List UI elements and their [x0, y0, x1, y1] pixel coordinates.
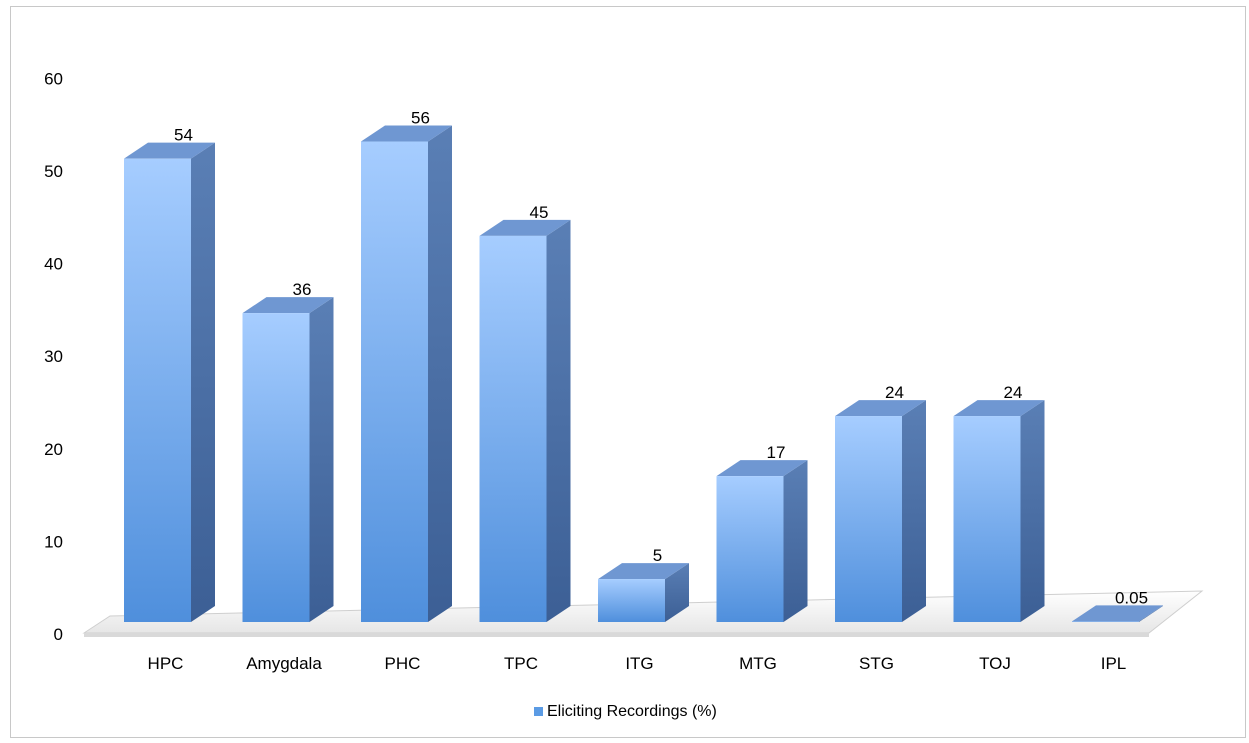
bar-top — [1072, 605, 1163, 622]
bar — [479, 219, 571, 622]
bar-side — [783, 460, 808, 622]
bar-side — [1020, 400, 1045, 622]
bar-front — [953, 416, 1021, 622]
bar-side — [902, 400, 926, 622]
bar-front — [1072, 621, 1139, 622]
y-tick-label: 0 — [54, 625, 63, 644]
data-label: 45 — [530, 203, 549, 222]
bar-side — [546, 219, 571, 622]
bar — [598, 563, 689, 622]
data-label: 24 — [885, 383, 904, 402]
data-label: 17 — [767, 443, 786, 462]
bar — [716, 460, 808, 622]
bar — [1072, 605, 1163, 622]
bar-top — [242, 297, 334, 314]
bar-top — [361, 125, 452, 142]
bar-front — [242, 313, 310, 622]
bar-top — [479, 219, 571, 236]
data-labels: 54 36 56 45 5 17 24 24 0.05 — [174, 109, 1148, 608]
data-label: 36 — [293, 280, 312, 299]
bar-front — [124, 158, 191, 622]
bar-front — [716, 476, 784, 622]
bar — [124, 142, 215, 622]
data-label: 5 — [653, 546, 662, 565]
x-category-label: Amygdala — [246, 654, 322, 673]
x-category-label: HPC — [148, 654, 184, 673]
bar-top — [124, 142, 215, 159]
y-tick-label: 40 — [44, 255, 63, 274]
y-axis: 0 10 20 30 40 50 60 — [44, 69, 63, 644]
x-axis: HPC Amygdala PHC TPC ITG MTG STG TOJ IPL — [148, 654, 1127, 673]
bar-top — [953, 400, 1045, 417]
bar-side — [428, 125, 452, 623]
y-tick-label: 20 — [44, 440, 63, 459]
bar-top — [716, 460, 808, 477]
bar — [242, 297, 334, 622]
data-label: 24 — [1004, 383, 1023, 402]
legend: Eliciting Recordings (%) — [534, 703, 717, 720]
y-tick-label: 30 — [44, 347, 63, 366]
bar-front — [479, 235, 547, 622]
bar — [953, 400, 1045, 622]
x-category-label: PHC — [385, 654, 421, 673]
data-label: 56 — [411, 109, 430, 128]
x-category-label: STG — [859, 654, 894, 673]
legend-swatch — [534, 707, 543, 716]
x-category-label: IPL — [1101, 654, 1127, 673]
bar-front — [835, 416, 902, 622]
y-tick-label: 10 — [44, 532, 63, 551]
bar-side — [665, 563, 689, 622]
data-label: 54 — [174, 126, 193, 145]
bar — [361, 125, 452, 623]
bar-side — [309, 297, 334, 622]
floor-edge — [84, 633, 1149, 637]
data-label: 0.05 — [1115, 588, 1148, 607]
bar-side — [1139, 605, 1163, 622]
bar-front — [598, 579, 665, 622]
y-tick-label: 50 — [44, 162, 63, 181]
bar-side — [191, 142, 215, 622]
x-category-label: MTG — [739, 654, 777, 673]
bar-front — [361, 141, 428, 622]
legend-series-label: Eliciting Recordings (%) — [547, 703, 717, 720]
y-tick-label: 60 — [44, 69, 63, 88]
bars — [124, 125, 1163, 623]
x-category-label: ITG — [625, 654, 653, 673]
x-category-label: TPC — [504, 654, 538, 673]
bar — [835, 400, 926, 622]
bar-top — [598, 563, 689, 580]
x-category-label: TOJ — [979, 654, 1011, 673]
bar-top — [835, 400, 926, 417]
